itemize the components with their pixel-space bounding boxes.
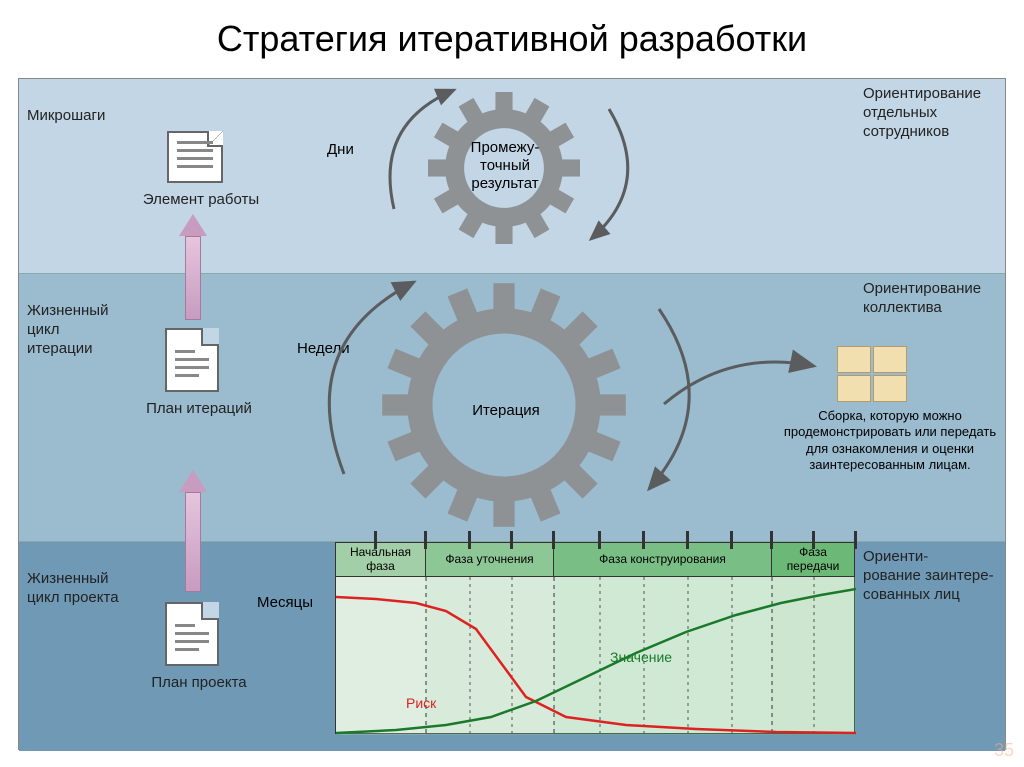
phase-chart: Начальная фазаФаза уточненияФаза констру… (335, 542, 855, 751)
iteration-tick-marks (335, 531, 855, 549)
row1-right-label: Ориентирование отдельных сотрудников (855, 79, 1005, 147)
row-microsteps: Микрошаги Ориентирование отдельных сотру… (19, 79, 1005, 274)
value-label: Значение (610, 649, 672, 665)
page-title: Стратегия итеративной разработки (0, 0, 1024, 72)
chart-plot-area: Риск Значение (335, 576, 855, 734)
project-plan-label: План проекта (135, 674, 263, 691)
row3-left-label: Жизненный цикл проекта (19, 564, 127, 614)
project-plan-icon (165, 602, 219, 666)
arrow-project-to-iteration (179, 470, 207, 592)
cycle-arrow-big (299, 264, 719, 544)
page-number: 35 (994, 740, 1014, 761)
row2-left-label: Жизненный цикл итерации (19, 296, 127, 364)
diagram-container: Микрошаги Ориентирование отдельных сотру… (18, 78, 1006, 750)
row1-left-label: Микрошаги (19, 101, 127, 132)
arrow-iteration-to-micro (179, 214, 207, 320)
assembly-caption: Сборка, которую можно продемонстрировать… (779, 408, 1001, 473)
timescale-months: Месяцы (257, 594, 313, 611)
cycle-arrow-small (359, 74, 659, 274)
assembly-grid-icon (837, 346, 907, 402)
row-iteration-cycle: Жизненный цикл итерации Ориентирование к… (19, 274, 1005, 542)
row-project-cycle: Жизненный цикл проекта Ориенти- рование … (19, 542, 1005, 751)
risk-label: Риск (406, 695, 436, 711)
row2-right-label: Ориентирование коллектива (855, 274, 1005, 324)
row3-right-label: Ориенти- рование заинтере- сованных лиц (855, 542, 1005, 610)
work-element-label: Элемент работы (131, 191, 271, 208)
timescale-days: Дни (327, 141, 354, 158)
work-element-icon (167, 131, 223, 183)
iteration-plan-icon (165, 328, 219, 392)
iteration-plan-label: План итераций (131, 400, 267, 417)
